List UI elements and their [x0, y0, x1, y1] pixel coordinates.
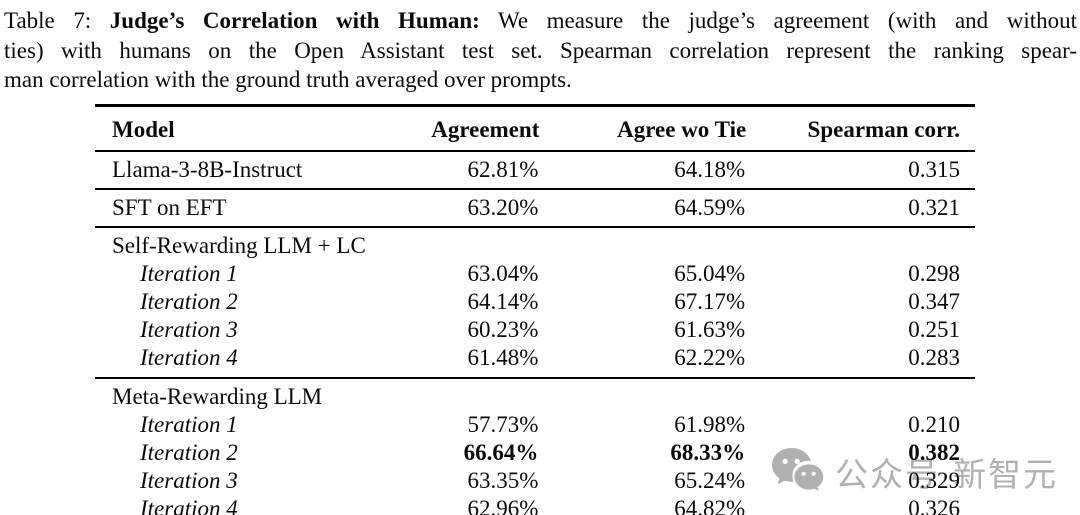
agree-wo-tie-cell: 61.98% — [674, 411, 746, 437]
agreement-cell: 63.20% — [394, 188, 540, 228]
agree-wo-tie-cell: 68.33% — [670, 439, 746, 465]
agreement-cell: 63.35% — [467, 467, 539, 493]
agreement-cell: 62.81% — [394, 150, 540, 190]
caption-line-1-rest: We measure the judge’s agreement (with a… — [479, 8, 1078, 33]
spearman-cell: 0.251 — [908, 316, 960, 342]
model-cell: Iteration 2 — [140, 439, 238, 465]
table-row-sr-iteration-3: Iteration 3 60.23% 61.63% 0.251 — [95, 316, 975, 344]
spearman-cell: 0.382 — [908, 439, 960, 465]
agreement-cell: 63.04% — [467, 260, 539, 286]
table-row-mr-iteration-4: Iteration 4 62.96% 64.82% 0.326 — [95, 495, 975, 515]
model-cell: Iteration 1 — [140, 260, 238, 286]
caption-bold-title: Judge’s Correlation with Human: — [109, 8, 480, 33]
caption-table-number: Table 7: — [4, 8, 110, 33]
agree-wo-tie-cell: 62.22% — [539, 343, 747, 379]
agree-wo-tie-cell: 61.63% — [674, 316, 746, 342]
model-cell: Llama-3-8B-Instruct — [95, 150, 395, 190]
col-header-spearman: Spearman corr. — [746, 105, 975, 152]
col-header-agree-wo-tie: Agree wo Tie — [539, 105, 747, 152]
table-row-llama-3-8b-instruct: Llama-3-8B-Instruct 62.81% 64.18% 0.315 — [95, 150, 975, 190]
spearman-cell: 0.329 — [908, 467, 960, 493]
model-cell: Iteration 3 — [140, 467, 238, 493]
model-cell: Iteration 4 — [95, 343, 395, 379]
agree-wo-tie-cell: 67.17% — [674, 288, 746, 314]
agreement-cell: 57.73% — [467, 411, 539, 437]
agree-wo-tie-cell: 65.24% — [674, 467, 746, 493]
model-cell: Iteration 2 — [140, 288, 238, 314]
wechat-icon — [770, 446, 826, 498]
caption-line-3: man correlation with the ground truth av… — [4, 67, 572, 92]
model-cell: Iteration 3 — [140, 316, 238, 342]
table-row-mr-iteration-1: Iteration 1 57.73% 61.98% 0.210 — [95, 411, 975, 439]
agreement-cell: 62.96% — [467, 495, 539, 515]
table-row-sft-on-eft: SFT on EFT 63.20% 64.59% 0.321 — [95, 188, 975, 228]
table-row-mr-iteration-2-best: Iteration 2 66.64% 68.33% 0.382 — [95, 439, 975, 467]
section-label: Meta-Rewarding LLM — [112, 383, 323, 409]
spearman-cell: 0.210 — [908, 411, 960, 437]
spearman-cell: 0.326 — [908, 495, 960, 515]
section-row-self-rewarding-llm-lc: Self-Rewarding LLM + LC — [95, 227, 975, 260]
agree-wo-tie-cell: 64.18% — [539, 150, 747, 190]
spearman-cell: 0.321 — [746, 188, 975, 228]
table-row-sr-iteration-1: Iteration 1 63.04% 65.04% 0.298 — [95, 260, 975, 288]
spearman-cell: 0.315 — [746, 150, 975, 190]
table-row-mr-iteration-3: Iteration 3 63.35% 65.24% 0.329 — [95, 467, 975, 495]
table-row-sr-iteration-4: Iteration 4 61.48% 62.22% 0.283 — [95, 343, 975, 379]
table-row-sr-iteration-2: Iteration 2 64.14% 67.17% 0.347 — [95, 288, 975, 316]
watermark-text: 公众号·新智元 — [835, 456, 1058, 493]
agreement-cell: 60.23% — [467, 316, 539, 342]
agreement-cell: 66.64% — [463, 439, 539, 465]
agreement-cell: 61.48% — [394, 343, 540, 379]
header-row: Model Agreement Agree wo Tie Spearman co… — [95, 105, 975, 152]
spearman-cell: 0.347 — [908, 288, 960, 314]
section-row-meta-rewarding-llm: Meta-Rewarding LLM — [95, 378, 975, 411]
spearman-cell: 0.283 — [746, 343, 975, 379]
caption-line-2: ties) with humans on the Open Assistant … — [4, 37, 1077, 63]
caption-line-1: Table 7: Judge’s Correlation with Human:… — [4, 6, 1077, 36]
agree-wo-tie-cell: 64.59% — [539, 188, 747, 228]
results-table: Model Agreement Agree wo Tie Spearman co… — [95, 103, 975, 515]
agreement-cell: 64.14% — [467, 288, 539, 314]
col-header-model: Model — [95, 105, 395, 152]
model-cell: Iteration 1 — [140, 411, 238, 437]
model-cell: SFT on EFT — [95, 188, 395, 228]
table-caption: Table 7: Judge’s Correlation with Human:… — [4, 6, 1077, 95]
model-cell: Iteration 4 — [140, 495, 238, 515]
watermark: 公众号·新智元 — [770, 446, 1058, 498]
agree-wo-tie-cell: 64.82% — [674, 495, 746, 515]
spearman-cell: 0.298 — [908, 260, 960, 286]
table-wrapper: Model Agreement Agree wo Tie Spearman co… — [0, 103, 1080, 515]
section-label: Self-Rewarding LLM + LC — [112, 232, 366, 258]
paper-page: Table 7: Judge’s Correlation with Human:… — [0, 6, 1080, 515]
col-header-agreement: Agreement — [394, 105, 540, 152]
agree-wo-tie-cell: 65.04% — [674, 260, 746, 286]
